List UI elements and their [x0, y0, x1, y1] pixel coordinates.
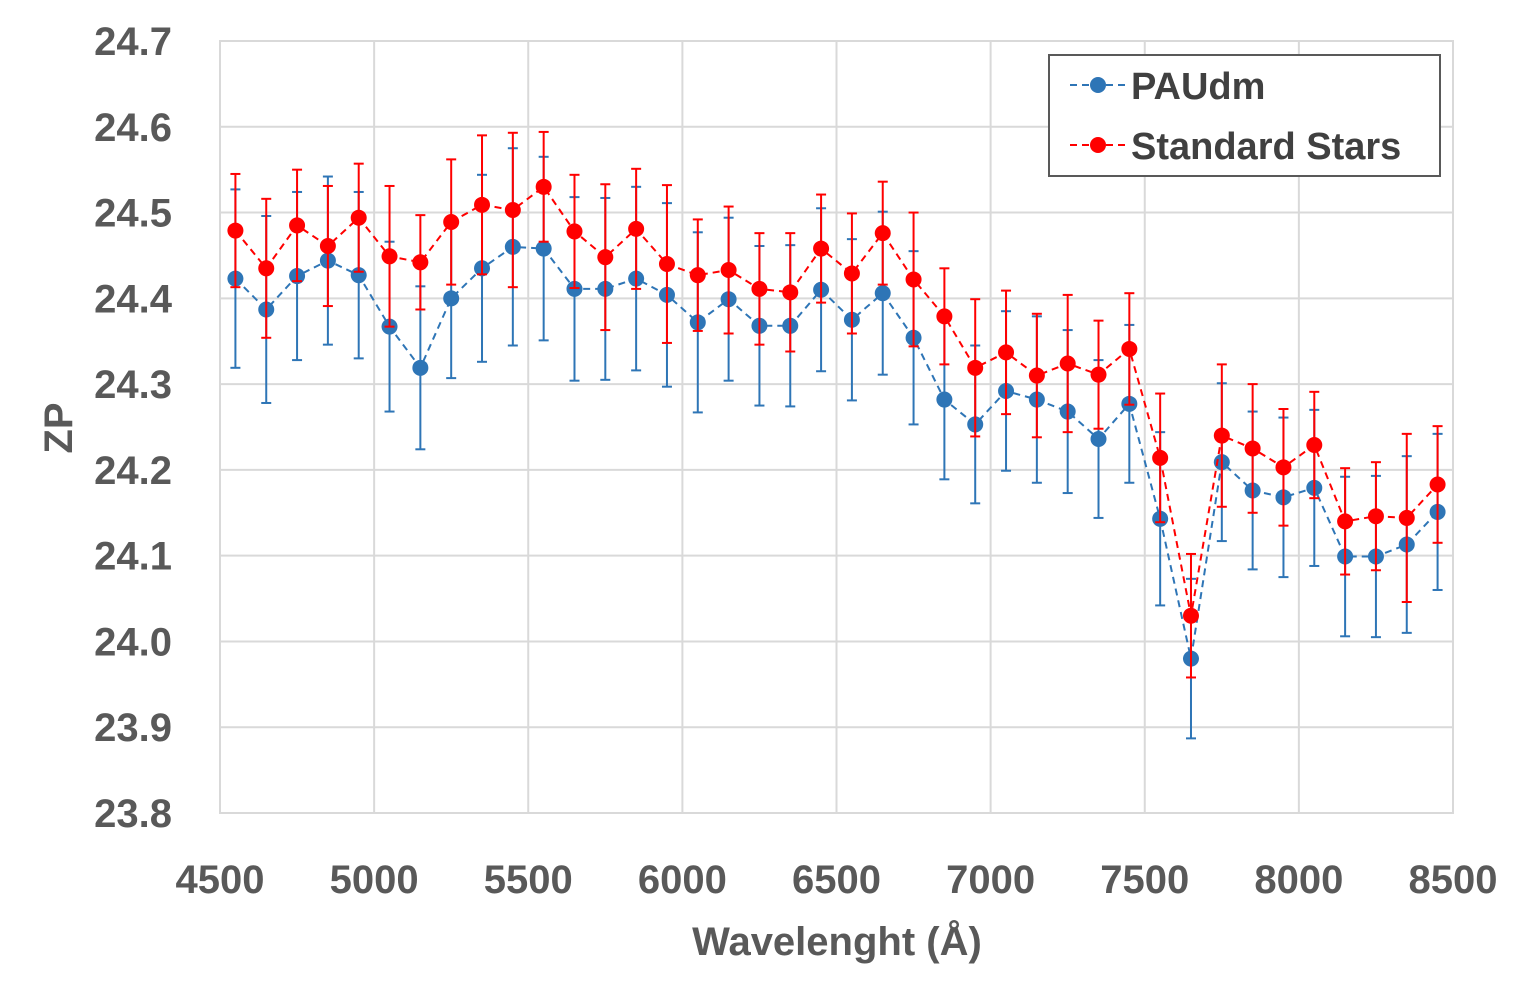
data-point [1306, 437, 1323, 454]
y-tick-labels: 23.8 23.9 24.0 24.1 24.2 24.3 24.4 24.5 24.6 24.7 [94, 20, 173, 836]
data-point [1244, 440, 1261, 457]
data-point [1059, 355, 1076, 372]
data-point [1337, 513, 1354, 530]
y-tick-label: 24.3 [94, 363, 172, 407]
y-tick-label: 24.4 [94, 277, 173, 321]
x-tick-label: 7500 [1100, 858, 1189, 902]
data-point [1090, 366, 1107, 383]
x-tick-label: 5500 [484, 858, 573, 902]
series-line [234, 245, 1439, 659]
data-point [443, 213, 460, 230]
y-tick-label: 24.2 [94, 449, 172, 493]
legend: PAUdm Standard Stars [1048, 54, 1441, 177]
data-point [967, 359, 984, 376]
data-point [843, 265, 860, 282]
data-point [813, 240, 830, 257]
data-point [998, 344, 1015, 361]
x-axis-title: Wavelenght (Å) [692, 919, 982, 964]
data-point [905, 271, 922, 288]
data-point [658, 256, 675, 273]
data-point [504, 201, 521, 218]
x-tick-label: 5000 [330, 858, 419, 902]
x-tick-label: 8000 [1254, 858, 1343, 902]
data-point [412, 254, 429, 271]
legend-label-standard-stars: Standard Stars [1131, 126, 1401, 168]
y-tick-label: 24.7 [94, 20, 172, 64]
data-point [689, 267, 706, 284]
data-point [720, 262, 737, 279]
data-point [227, 222, 244, 239]
data-point [751, 280, 768, 297]
data-point [936, 391, 953, 408]
data-point [1152, 449, 1169, 466]
data-point [1398, 509, 1415, 526]
legend-box [1048, 54, 1441, 177]
data-point [1429, 476, 1446, 493]
data-point [1028, 367, 1045, 384]
data-point [381, 248, 398, 265]
x-tick-labels: 4500 5000 5500 6000 6500 7000 7500 8000 8500 [176, 858, 1498, 902]
y-tick-label: 23.9 [94, 706, 172, 750]
data-point [782, 284, 799, 301]
data-point [319, 238, 336, 255]
data-point [628, 220, 645, 237]
data-point [1367, 508, 1384, 525]
data-point [258, 260, 275, 277]
x-tick-label: 6500 [792, 858, 881, 902]
series-layer [227, 130, 1446, 740]
x-tick-label: 6000 [638, 858, 727, 902]
data-point [535, 240, 552, 257]
y-tick-label: 24.0 [94, 620, 172, 664]
data-point [1213, 427, 1230, 444]
data-point [566, 223, 583, 240]
series-line [234, 185, 1439, 616]
plot-area-border [219, 40, 1454, 814]
data-point [874, 285, 891, 302]
data-point [412, 359, 429, 376]
data-point [1090, 431, 1107, 448]
data-point [350, 209, 367, 226]
data-point [474, 196, 491, 213]
y-tick-label: 24.1 [94, 535, 172, 579]
data-point [1182, 607, 1199, 624]
y-axis-title: ZP [37, 402, 81, 453]
data-point [289, 217, 306, 234]
x-tick-label: 7000 [946, 858, 1035, 902]
legend-marker-paudm [1090, 77, 1106, 93]
y-tick-label: 23.8 [94, 792, 172, 836]
x-tick-label: 4500 [176, 858, 265, 902]
data-point [936, 308, 953, 325]
data-point [597, 249, 614, 266]
series-standard-stars [227, 130, 1446, 679]
data-point [443, 290, 460, 307]
legend-marker-standard-stars [1090, 137, 1106, 153]
data-point [874, 225, 891, 242]
data-point [1275, 459, 1292, 476]
data-point [535, 178, 552, 195]
y-tick-label: 24.6 [94, 106, 172, 150]
legend-label-paudm: PAUdm [1131, 66, 1265, 108]
data-point [1121, 340, 1138, 357]
y-tick-label: 24.5 [94, 192, 172, 236]
x-tick-label: 8500 [1409, 858, 1498, 902]
